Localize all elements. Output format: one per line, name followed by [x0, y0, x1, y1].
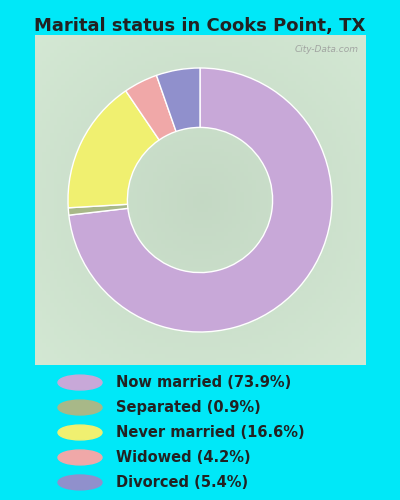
Wedge shape [68, 204, 128, 215]
Text: Marital status in Cooks Point, TX: Marital status in Cooks Point, TX [34, 18, 366, 36]
Text: Separated (0.9%): Separated (0.9%) [116, 400, 261, 415]
Circle shape [58, 375, 102, 390]
Text: Divorced (5.4%): Divorced (5.4%) [116, 475, 248, 490]
Text: Now married (73.9%): Now married (73.9%) [116, 375, 291, 390]
Wedge shape [126, 76, 176, 140]
Wedge shape [69, 68, 332, 332]
Text: Never married (16.6%): Never married (16.6%) [116, 425, 305, 440]
Wedge shape [156, 68, 200, 132]
Circle shape [58, 425, 102, 440]
Circle shape [58, 450, 102, 465]
Text: City-Data.com: City-Data.com [294, 45, 358, 54]
Text: Widowed (4.2%): Widowed (4.2%) [116, 450, 251, 465]
Circle shape [58, 475, 102, 490]
Circle shape [58, 400, 102, 415]
Wedge shape [68, 91, 159, 208]
